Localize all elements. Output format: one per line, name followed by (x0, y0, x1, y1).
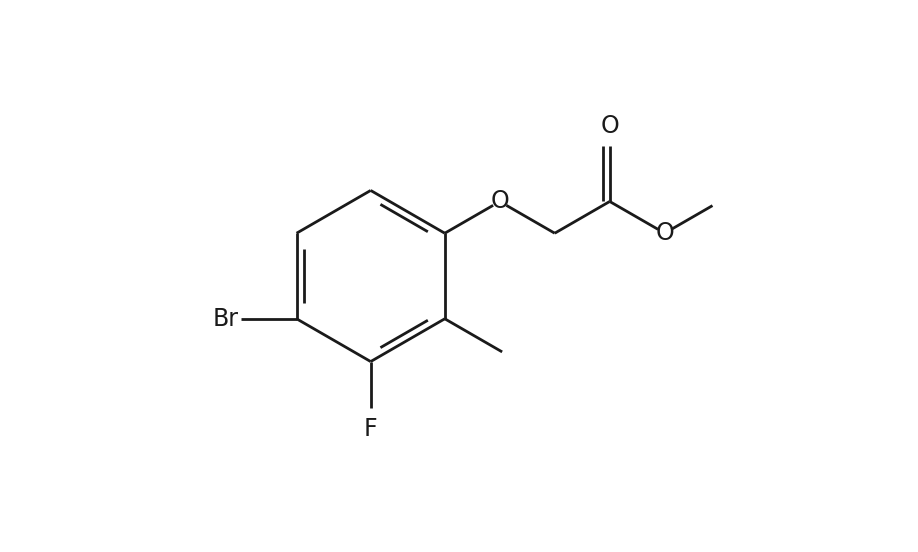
Text: O: O (655, 221, 674, 245)
Text: O: O (600, 114, 619, 138)
Text: Br: Br (213, 307, 239, 331)
Text: O: O (490, 189, 509, 214)
Text: F: F (364, 417, 377, 440)
